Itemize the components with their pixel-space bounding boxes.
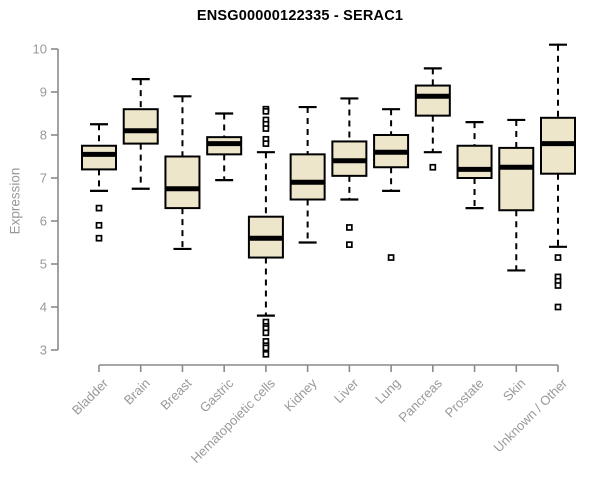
outlier-hematopoietic-cells xyxy=(262,329,270,337)
y-tick-label: 9 xyxy=(40,85,47,100)
outlier-bladder xyxy=(95,204,103,212)
outlier-bladder xyxy=(95,234,103,242)
outlier-liver xyxy=(346,224,353,231)
x-tick-label-skin: Skin xyxy=(500,376,528,404)
box-skin xyxy=(498,146,535,212)
x-tick-label-lung: Lung xyxy=(372,376,403,407)
y-tick-label: 10 xyxy=(33,42,47,57)
outlier-hematopoietic-cells xyxy=(262,140,270,147)
x-tick-label-kidney: Kidney xyxy=(281,375,320,414)
y-tick-label: 7 xyxy=(40,171,47,186)
outlier-bladder xyxy=(95,221,103,229)
outlier-unknown-other xyxy=(554,282,562,289)
outlier-pancreas xyxy=(429,163,437,171)
x-tick-label-prostate: Prostate xyxy=(442,376,487,421)
x-tick-label-liver: Liver xyxy=(331,375,362,406)
outlier-hematopoietic-cells xyxy=(262,344,270,352)
outlier-liver xyxy=(346,241,353,248)
box-pancreas xyxy=(414,84,451,117)
x-tick-label-brain: Brain xyxy=(121,376,153,408)
x-tick-label-breast: Breast xyxy=(157,375,194,412)
outlier-hematopoietic-cells xyxy=(262,125,270,132)
box-bladder xyxy=(81,144,117,171)
x-tick-label-gastric: Gastric xyxy=(197,375,237,415)
box-kidney xyxy=(289,153,326,201)
outlier-hematopoietic-cells xyxy=(262,350,270,358)
y-tick-label: 5 xyxy=(40,257,47,272)
y-tick-label: 3 xyxy=(40,343,47,358)
outlier-unknown-other xyxy=(554,254,562,261)
y-tick-label: 6 xyxy=(40,214,47,229)
chart-title: ENSG00000122335 - SERAC1 xyxy=(196,8,404,24)
x-tick-label-bladder: Bladder xyxy=(69,375,112,418)
y-tick-label: 8 xyxy=(40,128,47,143)
x-tick-label-pancreas: Pancreas xyxy=(395,375,445,425)
x-tick-label-unknown-other: Unknown / Other xyxy=(491,375,571,455)
box-breast xyxy=(164,155,201,210)
outlier-lung xyxy=(387,254,395,261)
outlier-unknown-other xyxy=(554,303,562,311)
outlier-hematopoietic-cells xyxy=(262,107,270,115)
box-prostate xyxy=(456,144,493,179)
y-tick-label: 4 xyxy=(40,300,47,315)
box-brain xyxy=(122,108,159,145)
